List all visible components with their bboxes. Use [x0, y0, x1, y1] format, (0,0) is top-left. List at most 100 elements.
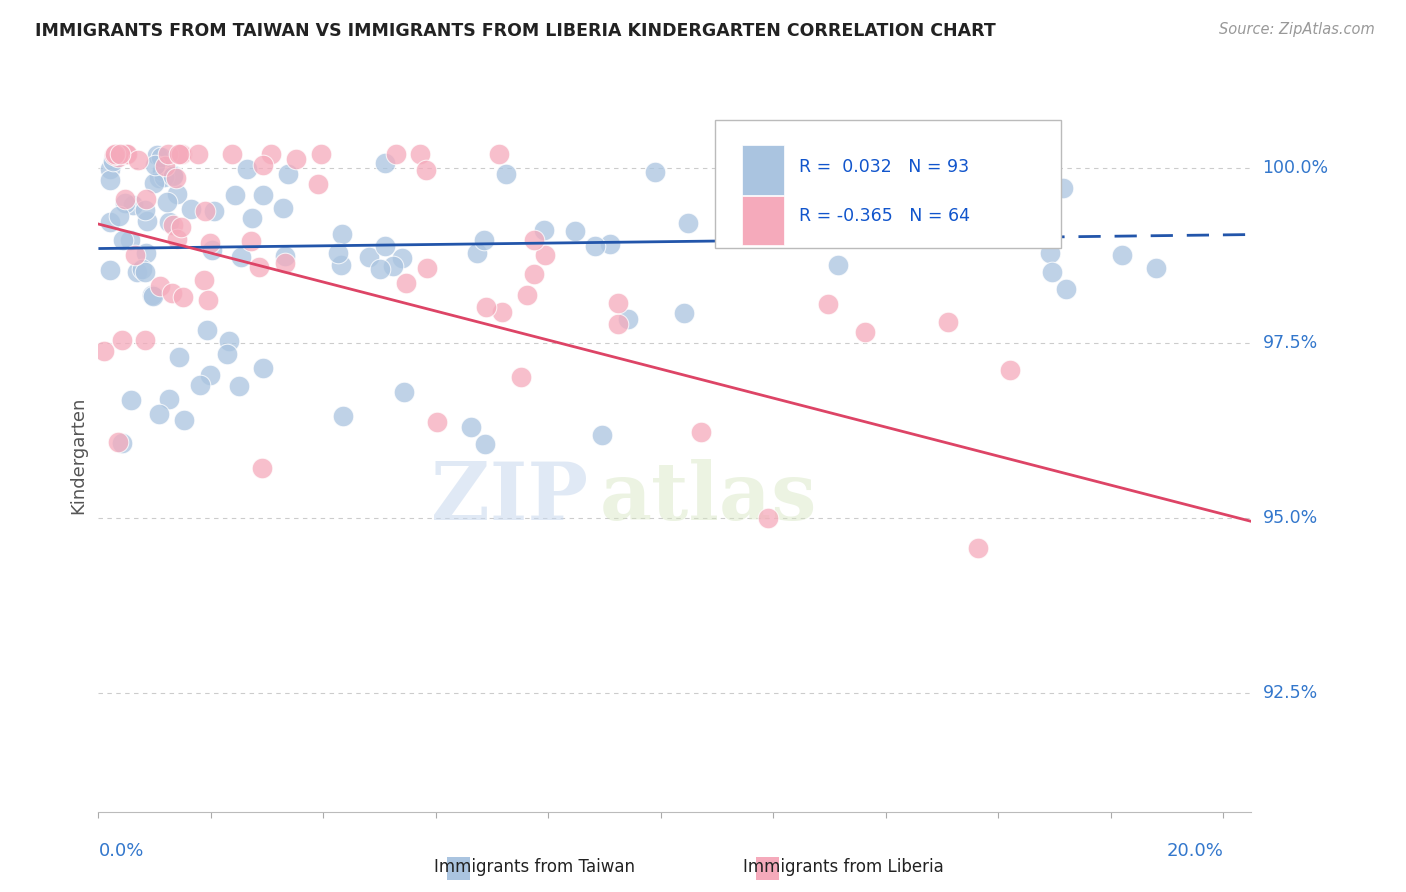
Point [644, 165, 666, 179]
Point [252, 158, 274, 172]
Text: Immigrants from Liberia: Immigrants from Liberia [744, 858, 943, 876]
Point [98, 173, 121, 187]
Point [250, 461, 273, 475]
Point [167, 350, 190, 364]
Point [143, 158, 166, 172]
Point [157, 215, 180, 229]
Point [274, 256, 297, 270]
Point [162, 169, 184, 183]
FancyBboxPatch shape [742, 145, 785, 194]
Point [285, 152, 308, 166]
Point [259, 147, 281, 161]
Point [200, 368, 222, 382]
Point [460, 420, 482, 434]
Point [148, 407, 170, 421]
Point [104, 147, 127, 161]
Text: 100.0%: 100.0% [1263, 159, 1329, 178]
Point [742, 169, 765, 184]
Text: atlas: atlas [600, 458, 817, 537]
Point [330, 227, 353, 241]
Point [835, 171, 858, 186]
Point [392, 385, 415, 400]
Text: R =  0.032   N = 93: R = 0.032 N = 93 [800, 158, 970, 176]
Point [124, 247, 146, 261]
FancyBboxPatch shape [742, 195, 785, 245]
Point [1040, 265, 1063, 279]
Point [391, 251, 413, 265]
Point [516, 288, 538, 302]
Point [1038, 246, 1060, 260]
Point [564, 223, 586, 237]
Point [599, 237, 621, 252]
Text: 20.0%: 20.0% [1167, 842, 1223, 860]
Point [160, 286, 183, 301]
Point [1000, 363, 1022, 377]
Point [475, 300, 498, 314]
Point [583, 239, 606, 253]
Point [523, 233, 546, 247]
Point [827, 259, 849, 273]
Point [332, 409, 354, 424]
Point [198, 236, 221, 251]
Text: Source: ZipAtlas.com: Source: ZipAtlas.com [1219, 22, 1375, 37]
Point [131, 262, 153, 277]
Point [1111, 248, 1133, 262]
Point [141, 288, 163, 302]
Point [142, 289, 165, 303]
Point [166, 186, 188, 201]
Point [330, 258, 353, 272]
Point [533, 248, 555, 262]
Point [307, 177, 329, 191]
Point [488, 147, 510, 161]
Point [125, 265, 148, 279]
Point [221, 147, 243, 161]
Point [107, 435, 129, 450]
Point [328, 246, 350, 260]
Point [134, 333, 156, 347]
Y-axis label: Kindergarten: Kindergarten [69, 396, 87, 514]
Point [240, 211, 263, 225]
Point [1144, 260, 1167, 275]
Text: 0.0%: 0.0% [98, 842, 143, 860]
Point [465, 245, 488, 260]
Point [690, 425, 713, 439]
Point [121, 197, 143, 211]
Point [607, 317, 630, 331]
Point [368, 261, 391, 276]
Point [197, 293, 219, 307]
Point [523, 267, 546, 281]
Text: ZIP: ZIP [432, 458, 588, 537]
Point [252, 187, 274, 202]
Point [193, 273, 215, 287]
Point [426, 415, 449, 429]
Point [875, 179, 897, 194]
Text: IMMIGRANTS FROM TAIWAN VS IMMIGRANTS FROM LIBERIA KINDERGARTEN CORRELATION CHART: IMMIGRANTS FROM TAIWAN VS IMMIGRANTS FRO… [35, 22, 995, 40]
Point [936, 315, 959, 329]
Point [166, 232, 188, 246]
Point [617, 312, 640, 326]
Point [107, 210, 129, 224]
Point [156, 194, 179, 209]
Point [169, 147, 191, 161]
Point [107, 150, 129, 164]
Point [153, 169, 176, 184]
Point [146, 148, 169, 162]
Text: R = -0.365   N = 64: R = -0.365 N = 64 [800, 207, 970, 225]
Point [162, 218, 184, 232]
Point [111, 233, 134, 247]
Point [394, 276, 416, 290]
Point [415, 163, 437, 178]
Point [127, 153, 149, 167]
Point [187, 147, 209, 161]
Point [247, 260, 270, 275]
Point [93, 343, 115, 358]
Point [195, 323, 218, 337]
Point [472, 233, 495, 247]
Point [853, 325, 876, 339]
Point [817, 297, 839, 311]
Point [180, 202, 202, 216]
Point [157, 147, 180, 161]
Point [607, 296, 630, 310]
Point [114, 192, 136, 206]
FancyBboxPatch shape [716, 120, 1062, 248]
